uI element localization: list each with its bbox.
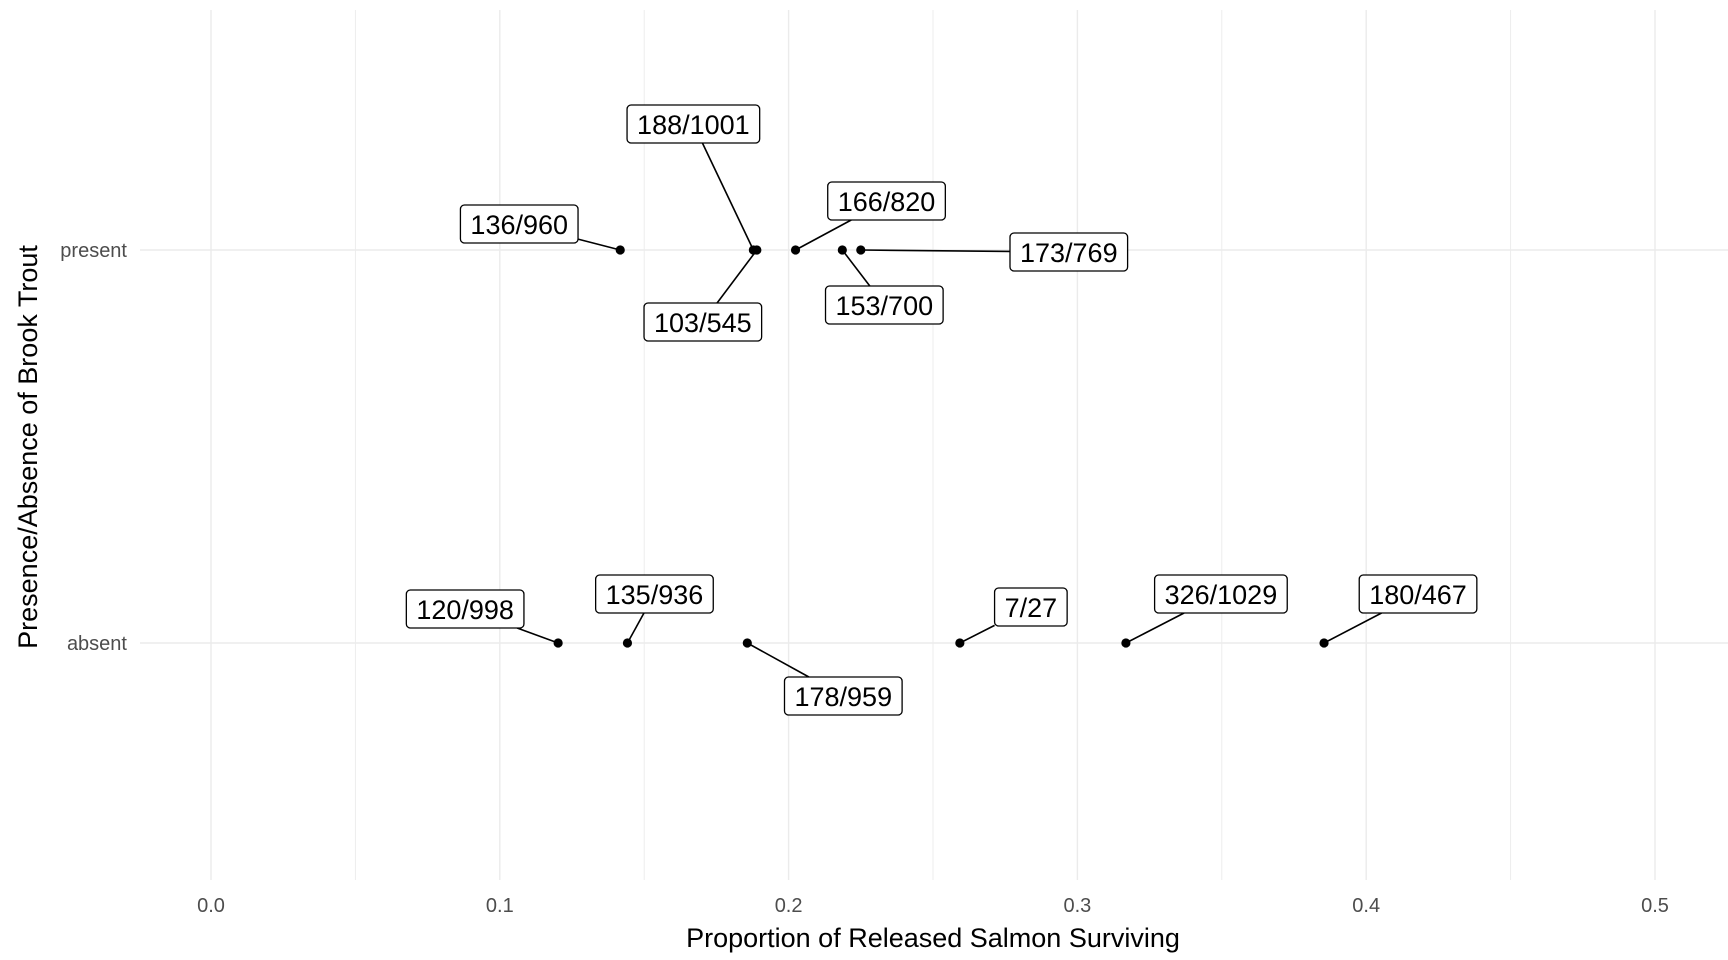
data-label: 326/1029 [1153,574,1288,614]
data-points [553,245,1329,648]
data-label-text: 120/998 [416,595,514,625]
data-point [856,245,866,255]
data-point [1121,638,1131,648]
data-label-text: 103/545 [654,308,752,338]
leader-line [701,142,755,251]
data-label: 173/769 [1009,232,1129,272]
data-label-box [626,104,761,144]
x-tick-label: 0.1 [486,895,514,917]
data-point [790,245,801,255]
data-label-text: 7/27 [1005,593,1058,623]
data-point [955,638,965,648]
data-label: 180/467 [1358,574,1478,614]
leader-line [959,624,995,644]
data-label-box [405,589,525,629]
data-label: 103/545 [643,302,763,342]
grid-layer [140,10,1728,880]
data-label-box [459,204,579,244]
leader-line [516,627,559,644]
data-point [622,638,633,648]
y-tick-label-absent: absent [67,633,127,655]
data-labels: 136/960 188/1001 103/545 166/820 153/700 173/… [405,104,1478,716]
leader-line [841,249,871,287]
data-label: 7/27 [993,587,1068,627]
x-tick-label: 0.0 [197,895,225,917]
data-label-text: 178/959 [794,682,892,712]
data-point [742,638,752,648]
data-point [553,638,563,648]
x-tick-label: 0.2 [775,895,803,917]
data-point [837,245,847,255]
leader-line [746,642,810,678]
data-label-text: 153/700 [836,291,934,321]
data-label-text: 188/1001 [637,110,750,140]
x-tick-label: 0.4 [1352,895,1380,917]
leader-line [716,249,758,304]
data-point [752,245,762,255]
y-axis-title: Presence/Absence of Brook Trout [13,245,43,649]
leader-line [577,238,621,251]
data-label: 166/820 [827,181,946,221]
leader-line [1323,612,1382,644]
data-label-box [827,181,946,221]
data-label-box [594,574,714,614]
leader-line [795,219,852,251]
x-tick-label: 0.5 [1641,895,1669,917]
data-label-box [783,676,903,716]
leader-line [626,612,645,644]
leader-lines [516,142,1382,678]
data-label-box [993,587,1068,627]
x-tick-label: 0.3 [1063,895,1091,917]
data-label-text: 136/960 [470,210,568,240]
data-label-text: 166/820 [838,187,936,217]
data-label-text: 135/936 [606,580,704,610]
data-label-box [1153,574,1288,614]
y-tick-label-present: present [60,240,127,262]
data-label: 120/998 [405,589,525,629]
data-label-text: 180/467 [1369,580,1467,610]
data-label: 136/960 [459,204,579,244]
data-label-text: 326/1029 [1165,580,1278,610]
data-label-box [1009,232,1129,272]
axes: 0.0 0.1 0.2 0.3 0.4 0.5 absent present [60,240,1669,917]
data-label-text: 173/769 [1020,238,1118,268]
data-label-box [824,285,944,325]
data-label: 178/959 [783,676,903,716]
data-label: 135/936 [594,574,714,614]
data-point [1319,638,1329,648]
leader-line [860,249,1011,253]
x-axis-title: Proportion of Released Salmon Surviving [686,923,1180,953]
data-label: 153/700 [824,285,944,325]
data-label-box [643,302,763,342]
data-label-box [1358,574,1478,614]
data-label: 188/1001 [626,104,761,144]
leader-line [1125,612,1185,644]
data-point [615,245,625,255]
